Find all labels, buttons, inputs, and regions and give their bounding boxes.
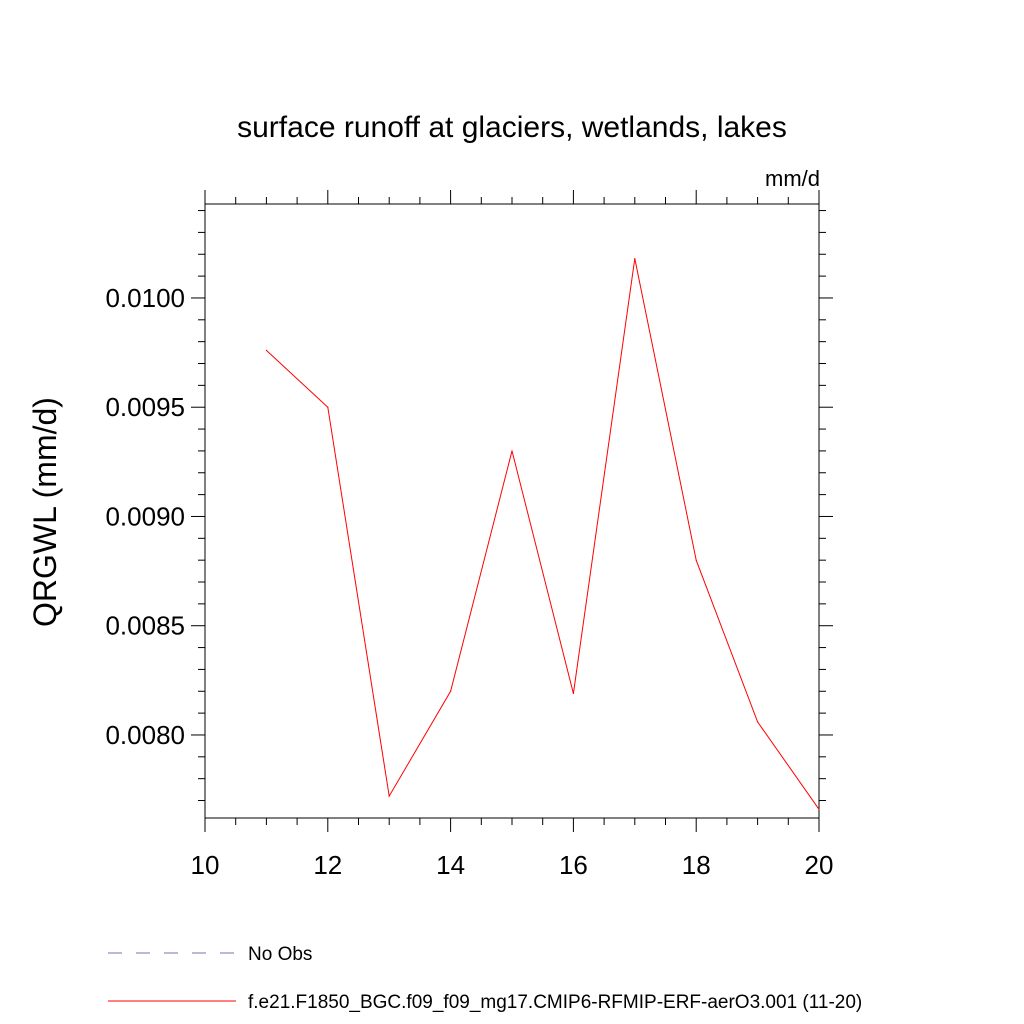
data-point — [265, 349, 267, 351]
series-group — [265, 258, 820, 810]
x-tick-label: 18 — [682, 850, 711, 880]
x-tick-label: 14 — [436, 850, 465, 880]
units-label: mm/d — [765, 166, 820, 191]
data-point — [511, 450, 513, 452]
x-ticks: 10 12 14 16 18 20 — [191, 190, 834, 880]
legend-label-model: f.e21.F1850_BGC.f09_f09_mg17.CMIP6-RFMIP… — [248, 992, 862, 1013]
x-tick-label: 12 — [313, 850, 342, 880]
y-tick-label: 0.0095 — [105, 392, 185, 422]
data-point — [695, 559, 697, 561]
minor-ticks — [198, 197, 826, 825]
data-point — [327, 406, 329, 408]
series-line — [266, 258, 820, 810]
x-tick-label: 20 — [805, 850, 834, 880]
chart-title: surface runoff at glaciers, wetlands, la… — [237, 111, 787, 144]
data-point — [388, 795, 390, 797]
data-point — [634, 258, 636, 260]
data-point — [757, 721, 759, 723]
data-point — [572, 692, 575, 695]
x-tick-label: 16 — [559, 850, 588, 880]
x-tick-label: 10 — [191, 850, 220, 880]
data-point — [450, 690, 452, 692]
y-tick-label: 0.0080 — [105, 720, 185, 750]
legend: No Obs f.e21.F1850_BGC.f09_f09_mg17.CMIP… — [108, 944, 862, 1013]
y-axis-label: QRGWL (mm/d) — [27, 397, 63, 627]
y-tick-label: 0.0085 — [105, 611, 185, 641]
plot-frame — [204, 203, 820, 819]
y-tick-label: 0.0100 — [105, 283, 185, 313]
legend-label-no-obs: No Obs — [248, 944, 312, 965]
data-point — [818, 808, 820, 810]
y-ticks: 0.0080 0.0085 0.0090 0.0095 0.0100 — [105, 283, 833, 750]
y-tick-label: 0.0090 — [105, 501, 185, 531]
